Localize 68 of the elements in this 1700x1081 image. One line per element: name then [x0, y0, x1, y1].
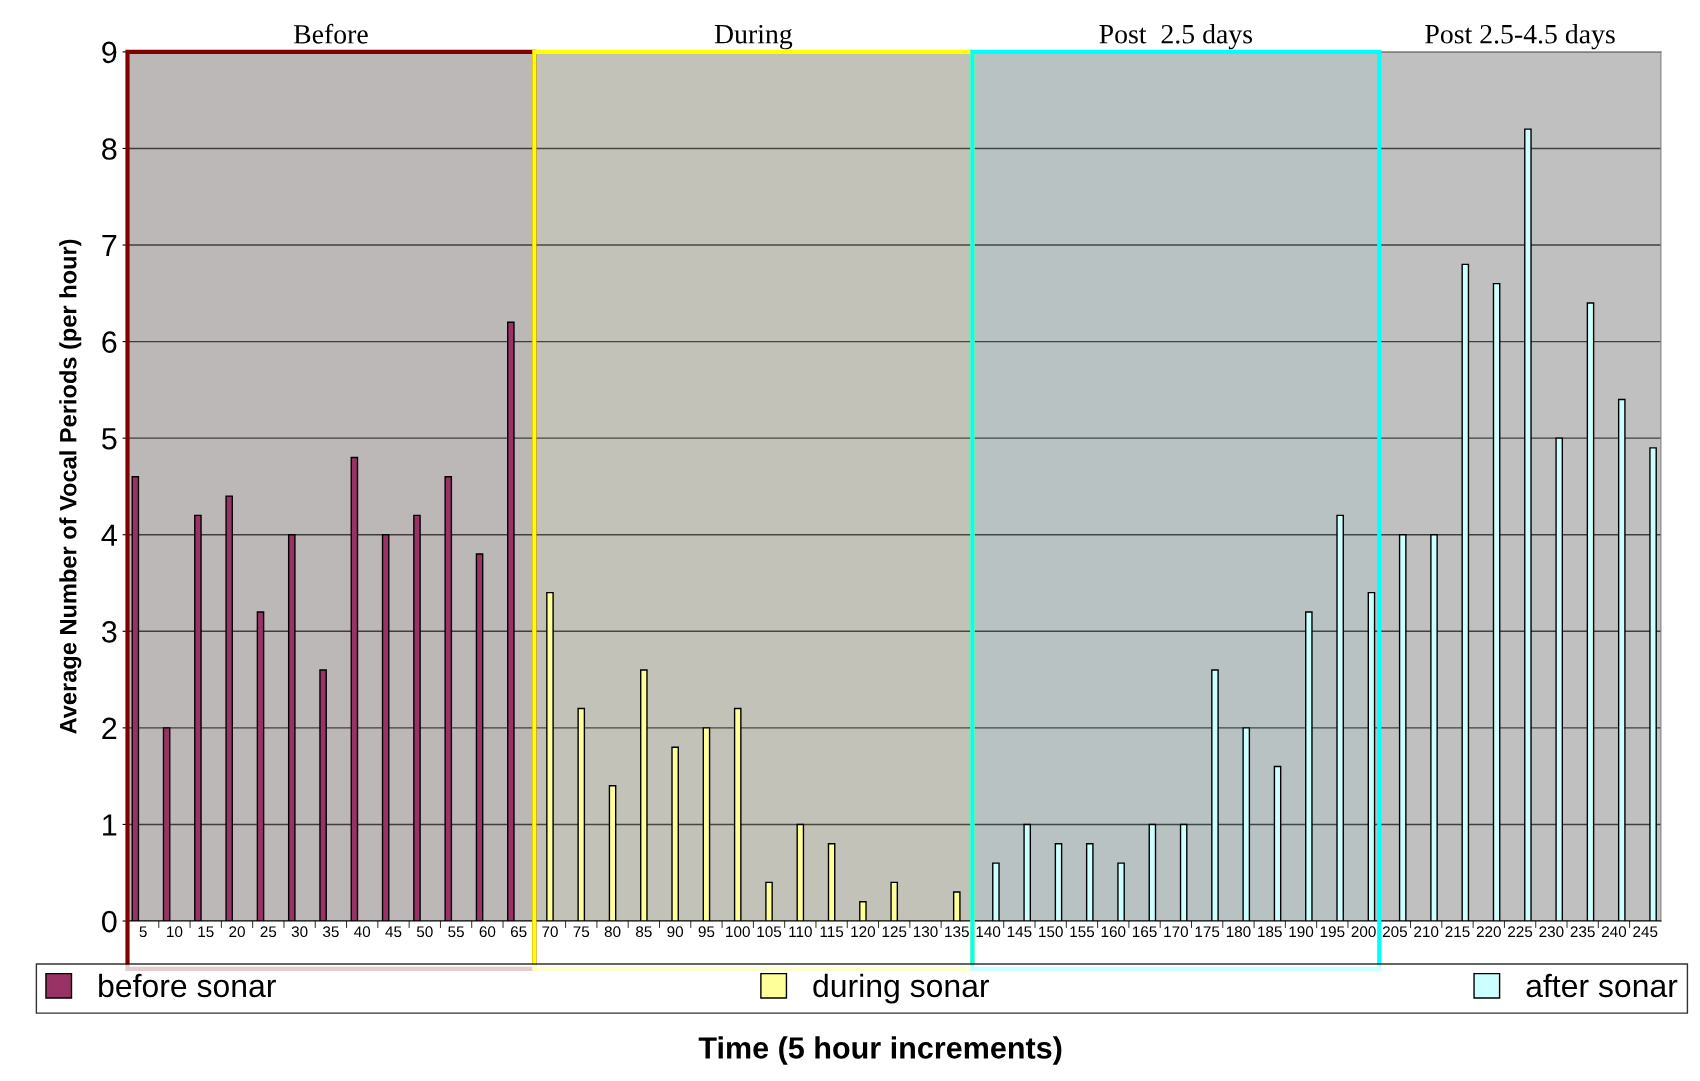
- y-tick-label: 4: [101, 524, 117, 546]
- x-tick-label: 215: [1445, 926, 1470, 938]
- x-tick-label: 225: [1508, 926, 1533, 938]
- x-tick-label: 20: [229, 926, 245, 938]
- x-tick-label: 110: [789, 926, 812, 938]
- x-tick-label: 15: [198, 926, 214, 938]
- x-tick-label: 45: [385, 926, 402, 938]
- x-tick-label: 210: [1414, 926, 1439, 938]
- y-tick-label: 0: [101, 910, 117, 933]
- x-tick-label: 125: [882, 926, 907, 938]
- band-label: Post 2.5 days: [1099, 24, 1253, 50]
- x-tick-label: 105: [757, 926, 782, 938]
- x-tick-label: 170: [1164, 926, 1188, 938]
- x-tick-label: 145: [1007, 926, 1032, 938]
- x-tick-label: 135: [945, 926, 969, 938]
- x-tick-label: 185: [1258, 926, 1282, 938]
- x-tick-label: 175: [1195, 926, 1220, 938]
- x-tick-label: 205: [1382, 926, 1408, 938]
- x-tick-label: 220: [1476, 926, 1501, 938]
- x-tick-label: 80: [604, 926, 621, 938]
- legend-label: after sonar: [1526, 973, 1678, 998]
- x-axis-title: Time (5 hour increments): [698, 1036, 1062, 1065]
- y-tick-label: 9: [102, 41, 117, 64]
- x-tick-label: 165: [1132, 926, 1157, 938]
- x-tick-label: 55: [448, 926, 464, 938]
- band-label: Before: [293, 23, 368, 44]
- x-tick-label: 230: [1539, 926, 1564, 938]
- y-tick-label: 8: [102, 138, 117, 160]
- x-tick-label: 70: [542, 926, 558, 938]
- x-tick-label: 130: [913, 926, 938, 938]
- y-axis-title: Average Number of Vocal Periods (per hour): [59, 239, 82, 734]
- x-tick-label: 240: [1601, 926, 1627, 938]
- x-tick-label: 85: [636, 926, 652, 938]
- x-tick-label: 140: [976, 926, 1001, 938]
- text: Post 2.5-4.5 days: [1425, 24, 1615, 50]
- x-tick-label: 150: [1039, 926, 1063, 938]
- legend-label: during sonar: [813, 973, 990, 1004]
- y-tick-label: 5: [102, 428, 117, 450]
- band-label: During: [714, 24, 793, 50]
- x-tick-label: 155: [1070, 926, 1095, 938]
- x-tick-label: 235: [1570, 926, 1595, 938]
- x-tick-label: 115: [820, 926, 844, 938]
- x-tick-label: 100: [726, 926, 750, 938]
- x-tick-label: 95: [698, 926, 715, 938]
- x-tick-label: 75: [573, 926, 590, 938]
- x-tick-label: 60: [479, 926, 496, 938]
- y-tick-label: 3: [101, 621, 117, 643]
- y-tick-label: 1: [103, 814, 117, 836]
- x-tick-label: 35: [323, 926, 339, 938]
- x-tick-label: 200: [1351, 926, 1376, 938]
- x-tick-label: 65: [510, 926, 527, 938]
- x-tick-label: 5: [139, 926, 147, 938]
- x-tick-label: 120: [851, 926, 876, 938]
- x-tick-label: 160: [1101, 926, 1126, 938]
- x-tick-label: 50: [416, 926, 433, 938]
- x-tick-label: 25: [260, 926, 277, 938]
- x-tick-label: 90: [667, 926, 684, 938]
- legend-label: before sonar: [99, 973, 276, 998]
- x-tick-label: 40: [354, 926, 371, 938]
- y-tick-label: 6: [102, 331, 117, 353]
- y-tick-label: 2: [102, 717, 117, 739]
- x-tick-label: 30: [291, 926, 308, 938]
- x-tick-label: 245: [1633, 926, 1658, 938]
- x-tick-label: 190: [1289, 926, 1314, 938]
- y-tick-label: 7: [102, 235, 117, 257]
- x-tick-label: 180: [1226, 926, 1251, 938]
- x-tick-label: 10: [167, 926, 183, 938]
- x-tick-label: 195: [1320, 926, 1345, 938]
